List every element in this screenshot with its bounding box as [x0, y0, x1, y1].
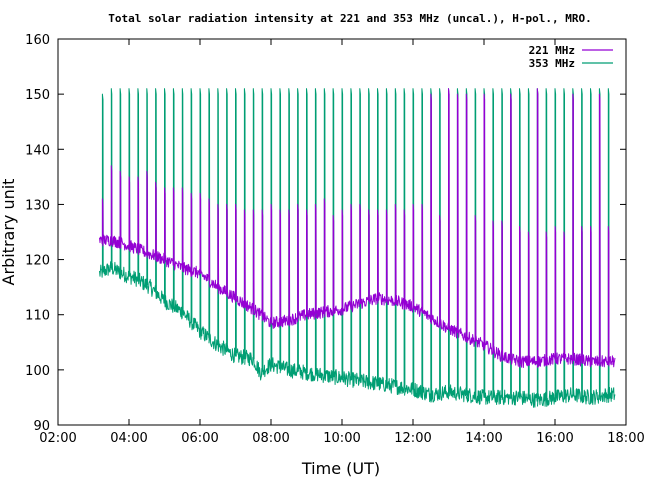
legend-label-221mhz: 221 MHz: [529, 44, 575, 57]
y-tick-label: 100: [25, 364, 50, 379]
y-tick-label: 140: [25, 143, 50, 158]
x-tick-label: 16:00: [536, 431, 573, 446]
x-tick-label: 02:00: [39, 431, 76, 446]
x-tick-label: 04:00: [110, 431, 147, 446]
y-tick-label: 130: [25, 198, 50, 213]
x-tick-label: 14:00: [465, 431, 502, 446]
y-axis: 90 100 110 120 130 140 150 160: [25, 33, 626, 434]
chart-title: Total solar radiation intensity at 221 a…: [108, 12, 591, 25]
y-tick-label: 90: [33, 419, 50, 434]
legend: 221 MHz 353 MHz: [529, 44, 613, 70]
plot-frame: [57, 38, 627, 426]
legend-label-353mhz: 353 MHz: [529, 57, 575, 70]
x-axis-label: Time (UT): [301, 459, 380, 478]
x-axis: 02:00 04:00 06:00 08:00 10:00 12:00 14:00 16:00…: [39, 39, 645, 446]
y-axis-label: Arbitrary unit: [0, 179, 18, 286]
y-tick-label: 150: [25, 88, 50, 103]
series-line-221mhz: [99, 88, 616, 368]
y-tick-label: 160: [25, 33, 50, 48]
y-tick-label: 120: [25, 254, 50, 269]
x-tick-label: 12:00: [394, 431, 431, 446]
plot-area: [99, 88, 616, 408]
x-tick-label: 10:00: [323, 431, 360, 446]
x-tick-label: 18:00: [607, 431, 644, 446]
x-tick-label: 08:00: [252, 431, 289, 446]
x-tick-label: 06:00: [181, 431, 218, 446]
y-tick-label: 110: [25, 309, 50, 324]
